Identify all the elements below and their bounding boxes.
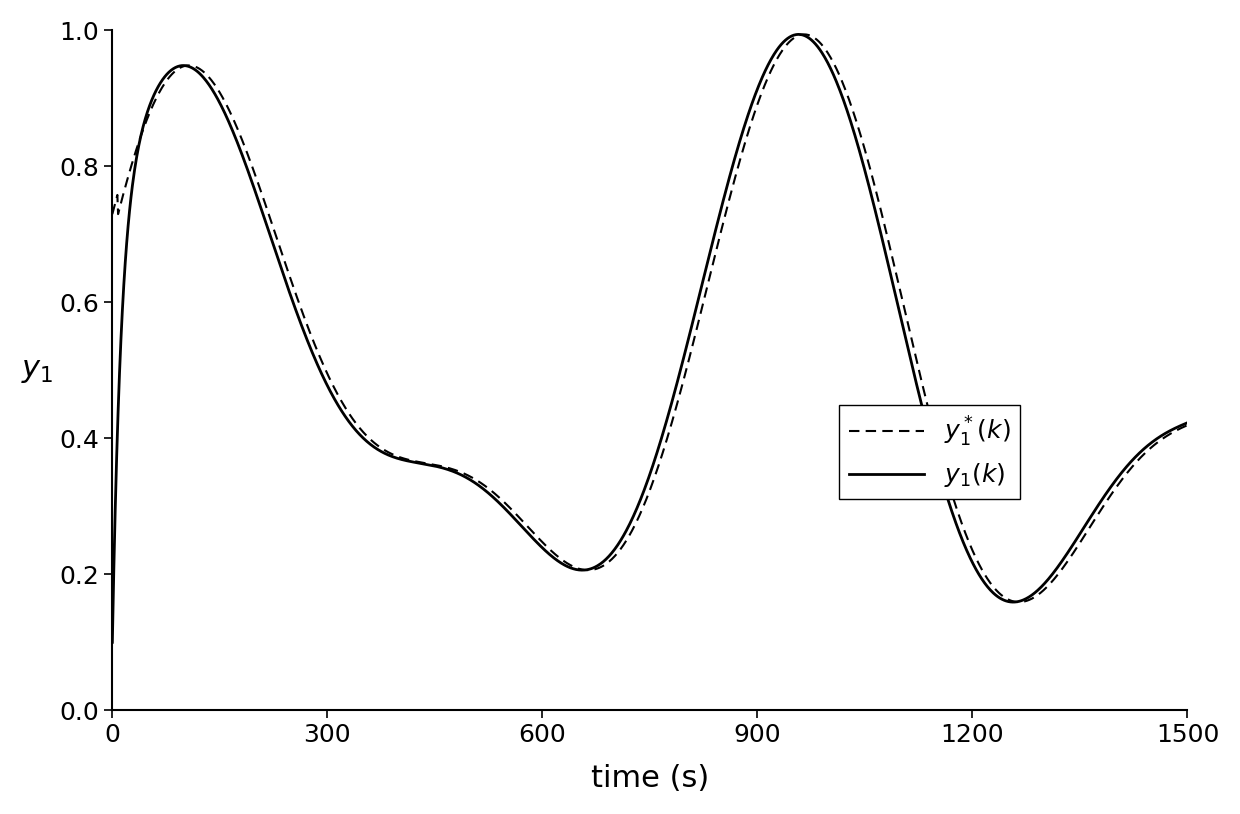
$y_1^*(k)$: [1180, 420, 1195, 430]
Line: $y_1^*(k)$: $y_1^*(k)$: [113, 34, 1188, 602]
$y_1(k)$: [186, 63, 201, 73]
Legend: $y_1^*(k)$, $y_1(k)$: $y_1^*(k)$, $y_1(k)$: [838, 405, 1021, 499]
$y_1^*(k)$: [1044, 576, 1059, 586]
X-axis label: time (s): time (s): [590, 764, 709, 793]
$y_1(k)$: [791, 29, 806, 39]
$y_1^*(k)$: [1008, 597, 1023, 606]
$y_1^*(k)$: [347, 417, 362, 427]
$y_1^*(k)$: [105, 209, 120, 219]
$y_1(k)$: [433, 462, 448, 472]
$y_1(k)$: [1008, 597, 1023, 607]
$y_1^*(k)$: [730, 164, 745, 174]
$y_1(k)$: [1180, 418, 1195, 427]
$y_1(k)$: [347, 424, 362, 434]
$y_1(k)$: [730, 144, 745, 154]
$y_1^*(k)$: [1012, 597, 1027, 607]
$y_1^*(k)$: [796, 29, 811, 39]
$y_1(k)$: [1044, 571, 1059, 580]
$y_1^*(k)$: [186, 61, 201, 71]
$y_1(k)$: [105, 637, 120, 647]
Y-axis label: $y_1$: $y_1$: [21, 356, 53, 385]
$y_1^*(k)$: [433, 462, 448, 471]
Line: $y_1(k)$: $y_1(k)$: [113, 34, 1188, 642]
